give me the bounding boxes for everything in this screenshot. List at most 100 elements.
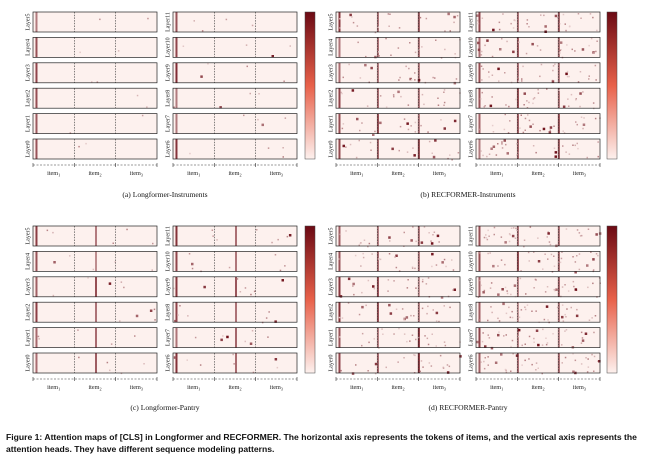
attention-cell <box>203 285 206 289</box>
attention-cell <box>491 74 494 76</box>
layer-label: Layer11 <box>469 226 475 246</box>
strip-background <box>476 88 600 109</box>
layer-label: Layer10 <box>469 37 475 57</box>
attention-cell <box>276 366 279 369</box>
attention-cell <box>110 343 113 345</box>
attention-cell <box>505 371 508 374</box>
attention-cell <box>439 354 442 357</box>
attention-column <box>516 37 519 58</box>
attention-cell <box>501 143 503 145</box>
attention-cell <box>483 360 485 363</box>
attention-cell <box>596 29 598 32</box>
attention-column <box>557 113 560 134</box>
attention-cell <box>267 336 269 338</box>
attention-cell <box>487 319 489 322</box>
attention-cell <box>38 338 40 340</box>
attention-cell <box>578 253 581 255</box>
layer-label: Layer1 <box>26 329 32 346</box>
attention-cell <box>527 114 529 116</box>
strip-background <box>33 113 157 134</box>
attention-cell <box>553 125 555 127</box>
attention-cell <box>342 144 345 148</box>
attention-cell <box>520 114 522 116</box>
attention-cell <box>481 17 484 19</box>
x-tick-label: item2 <box>228 384 241 392</box>
attention-cell <box>592 258 595 261</box>
strip-border <box>475 327 601 348</box>
strip-background <box>173 113 297 134</box>
attention-column <box>35 12 38 32</box>
attention-cell <box>478 319 480 321</box>
attention-column <box>516 327 519 348</box>
attention-cell <box>572 256 574 258</box>
heatmap-strip: Layer0 <box>329 138 461 161</box>
strip-border <box>172 225 298 247</box>
attention-cell <box>592 269 595 271</box>
attention-cell <box>426 312 428 315</box>
attention-cell <box>574 261 577 263</box>
attention-cell <box>586 264 589 267</box>
heatmap-strip: Layer1 <box>26 113 158 134</box>
attention-cell <box>501 288 504 291</box>
attention-cell <box>403 118 406 120</box>
attention-cell <box>444 48 446 51</box>
attention-cell <box>435 39 437 41</box>
attention-cell <box>226 335 229 339</box>
attention-cell <box>432 76 434 79</box>
attention-cell <box>398 149 400 152</box>
attention-cell <box>572 280 575 283</box>
strip-background <box>33 88 157 109</box>
attention-cell <box>565 151 567 153</box>
attention-cell <box>539 129 541 132</box>
attention-cell <box>141 114 144 117</box>
attention-cell <box>117 50 120 52</box>
attention-cell <box>508 306 510 309</box>
attention-column <box>338 113 341 134</box>
panel-d: Layer5 Layer4 Layer3 Layer2 Layer1 Layer0 item… <box>329 225 618 412</box>
attention-cell <box>354 254 357 257</box>
attention-cell <box>355 156 358 159</box>
attention-cell <box>410 314 412 317</box>
attention-column <box>417 226 420 246</box>
attention-column <box>516 226 519 246</box>
attention-cell <box>587 286 589 289</box>
attention-cell <box>558 23 561 25</box>
attention-cell <box>557 261 560 264</box>
attention-cell <box>497 67 500 71</box>
attention-cell <box>501 147 504 149</box>
attention-cell <box>199 364 202 366</box>
attention-cell <box>572 144 574 146</box>
attention-cell <box>488 235 490 237</box>
attention-cell <box>593 370 595 372</box>
attention-cell <box>477 296 480 298</box>
attention-cell <box>543 14 545 17</box>
attention-cell <box>576 308 578 311</box>
attention-cell <box>503 128 506 131</box>
heatmap-strip: Layer1 <box>329 113 461 136</box>
attention-cell <box>574 288 578 291</box>
strip-border <box>172 37 298 58</box>
attention-column <box>35 251 38 272</box>
attention-cell <box>578 268 581 271</box>
attention-cell <box>437 104 440 106</box>
attention-cell <box>392 94 395 96</box>
attention-cell <box>173 106 175 108</box>
attention-cell <box>282 147 284 149</box>
attention-cell <box>274 320 277 323</box>
attention-cell <box>365 304 367 307</box>
heatmap-strip: Layer4 <box>26 251 158 272</box>
attention-cell <box>152 242 154 245</box>
attention-cell <box>443 104 445 106</box>
attention-column <box>35 353 38 373</box>
attention-cell <box>191 262 194 266</box>
strip-background <box>476 276 600 297</box>
attention-cell <box>493 233 495 236</box>
attention-cell <box>525 293 527 295</box>
attention-cell <box>447 157 449 160</box>
attention-column <box>175 37 178 58</box>
attention-column <box>478 37 481 58</box>
attention-cell <box>504 286 507 289</box>
attention-cell <box>186 359 188 361</box>
attention-cell <box>580 331 583 334</box>
strip-border <box>172 251 298 272</box>
